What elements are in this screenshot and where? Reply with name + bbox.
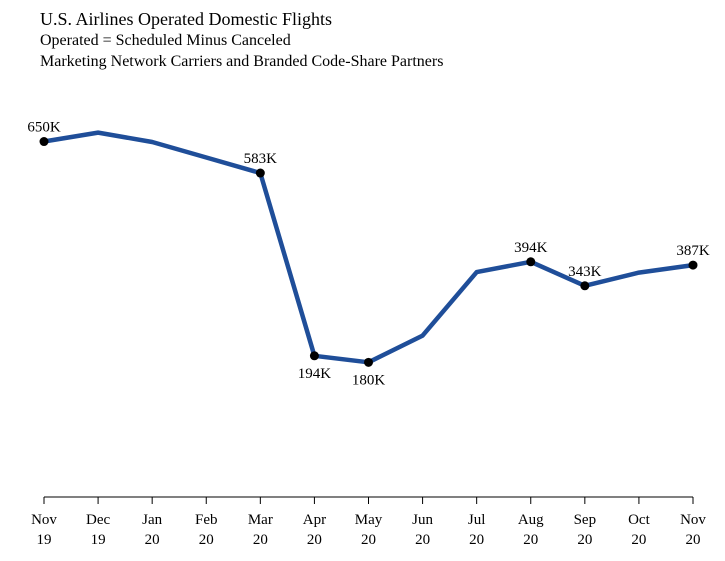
x-tick-label-month: Apr: [303, 512, 326, 528]
data-label: 194K: [298, 366, 332, 382]
x-tick-label-month: Oct: [628, 512, 650, 528]
chart-subtitle-2: Marketing Network Carriers and Branded C…: [40, 53, 444, 70]
data-label: 387K: [676, 243, 710, 259]
data-point-marker: [580, 281, 590, 291]
x-axis: Nov 19 Dec 19 Jan 20 Feb 20 Mar 20 Apr 20 May 20 Jun 20…: [31, 496, 706, 548]
x-tick-label-year: 20: [577, 532, 592, 548]
x-tick-label-year: 20: [631, 532, 646, 548]
x-tick-label-month: Mar: [248, 512, 273, 528]
x-tick-label-year: 19: [37, 532, 52, 548]
x-tick-label-year: 20: [253, 532, 268, 548]
series-line: [41, 130, 696, 365]
data-marker-layer: [39, 137, 698, 367]
data-point-marker: [39, 137, 49, 147]
data-point-marker: [688, 260, 698, 270]
data-label-layer: 650K 583K 194K 180K 394K 343K 387K: [27, 120, 710, 389]
data-point-marker: [526, 257, 536, 267]
data-point-marker: [309, 351, 319, 361]
x-tick-label-month: May: [355, 512, 383, 528]
x-tick-label-month: Dec: [86, 512, 110, 528]
x-tick-label-year: 20: [686, 532, 701, 548]
x-tick-label-year: 19: [91, 532, 106, 548]
chart-titles: U.S. Airlines Operated Domestic Flights …: [40, 8, 443, 72]
x-tick-label-month: Sep: [574, 512, 597, 528]
data-label: 394K: [514, 240, 548, 256]
x-tick-label-year: 20: [469, 532, 484, 548]
data-point-marker: [255, 168, 265, 178]
x-tick-label-month: Jan: [142, 512, 162, 528]
x-tick-label-month: Nov: [31, 512, 57, 528]
x-tick-label-month: Nov: [680, 512, 706, 528]
x-tick-label-month: Aug: [518, 512, 544, 528]
x-tick-label-month: Feb: [195, 512, 218, 528]
chart-title: U.S. Airlines Operated Domestic Flights: [40, 9, 332, 29]
x-tick-label-year: 20: [307, 532, 322, 548]
x-tick-label-month: Jul: [468, 512, 486, 528]
data-label: 180K: [352, 372, 386, 388]
x-tick-label-month: Jun: [412, 512, 433, 528]
data-label: 650K: [27, 120, 61, 136]
data-point-marker: [364, 357, 373, 367]
x-tick-label-year: 20: [415, 532, 430, 548]
data-label: 343K: [568, 264, 602, 280]
chart-subtitle: Operated = Scheduled Minus Canceled: [40, 32, 291, 49]
series-line-layer: [41, 130, 696, 365]
x-tick-label-year: 20: [523, 532, 538, 548]
x-tick-label-year: 20: [361, 532, 376, 548]
data-label: 583K: [244, 151, 278, 167]
x-tick-label-year: 20: [145, 532, 160, 548]
x-tick-label-year: 20: [199, 532, 214, 548]
